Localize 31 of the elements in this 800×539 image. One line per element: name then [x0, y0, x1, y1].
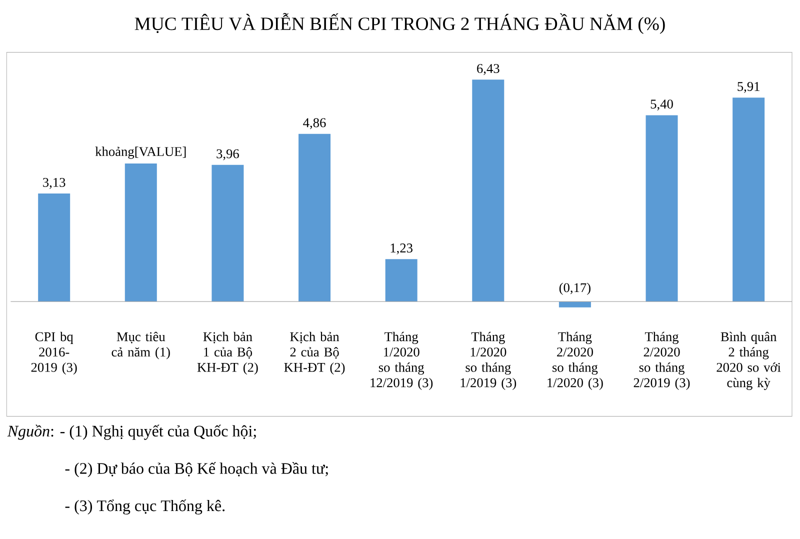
bar	[212, 164, 244, 302]
data-label: 6,43	[477, 64, 500, 75]
x-tick-label: Tháng 1/2020 so tháng 12/2019 (3)	[370, 332, 433, 390]
x-tick-label: Kịch bản 1 của Bộ KH-ĐT (2)	[197, 332, 258, 375]
chart-title: MỤC TIÊU VÀ DIỄN BIẾN CPI TRONG 2 THÁNG ĐẦU NĂM (%)	[134, 13, 665, 34]
bar	[38, 194, 70, 302]
bar	[472, 80, 504, 302]
data-label: 5,40	[650, 100, 673, 110]
data-label: 5,91	[738, 82, 760, 93]
x-tick-label: Tháng 2/2020 so tháng 1/2020 (3)	[548, 332, 603, 390]
text: - (3) Tổng cục Thống kê.	[65, 499, 225, 515]
data-label: 3,13	[43, 178, 66, 189]
bar	[558, 302, 591, 308]
bar	[298, 134, 331, 302]
text: Nguồn: - (1) Nghị quyết của Quốc hội;	[7, 424, 256, 440]
data-label: (0,17)	[559, 282, 590, 295]
x-tick-label: Bình quân 2 tháng 2020 so với cùng kỳ	[716, 332, 781, 390]
x-tick-label: CPI bq 2016-2019 (3)	[31, 332, 77, 375]
data-label: 4,86	[303, 118, 326, 130]
data-label: 3,96	[216, 149, 239, 160]
x-tick-label: Tháng 2/2020 so tháng 2/2019 (3)	[634, 332, 690, 390]
text: - (2) Dự báo của Bộ Kế hoạch và Đầu tư;	[65, 462, 328, 478]
bar	[385, 259, 418, 302]
bar	[124, 164, 157, 302]
x-tick-label: Tháng 1/2020 so tháng 1/2019 (3)	[460, 332, 516, 390]
bar	[732, 98, 765, 302]
data-label: khoảng[VALUE]	[95, 146, 186, 159]
data-label: 1,23	[390, 244, 412, 254]
x-tick-label: Mục tiêu cả năm (1)	[112, 332, 170, 360]
x-tick-label: Kịch bản 2 của Bộ KH-ĐT (2)	[284, 332, 345, 375]
bar	[646, 115, 678, 302]
